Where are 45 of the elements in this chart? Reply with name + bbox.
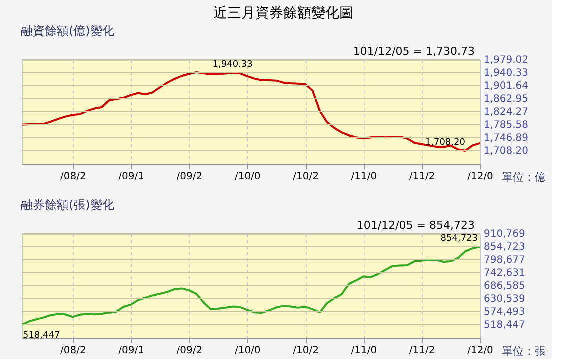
- y-tick-label: 798,677: [484, 255, 526, 266]
- y-tick-label: 574,493: [484, 307, 526, 318]
- line-series: [21, 246, 481, 326]
- y-tick-label: 742,631: [484, 268, 526, 279]
- annotation: 1,708.20: [425, 138, 466, 148]
- x-tick-label: /10/0: [234, 172, 261, 182]
- x-tick-label: /10/0: [234, 346, 261, 356]
- y-tick-label: 1,979.02: [484, 55, 529, 66]
- y-tick-label: 686,585: [484, 281, 526, 292]
- x-tick-label: /09/1: [118, 346, 144, 356]
- x-tick-label: /09/2: [176, 346, 203, 356]
- x-tick-label: /11/0: [351, 346, 378, 356]
- x-tick-label: /12/0: [468, 172, 494, 182]
- text: 單位：億: [502, 171, 546, 184]
- x-tick-label: /09/2: [176, 172, 203, 182]
- text: 101/12/05 = 854,723: [356, 219, 475, 232]
- chart-subtitle: 融資餘額(億)變化: [21, 24, 114, 38]
- text: 101/12/05 = 1,730.73: [353, 45, 475, 58]
- x-tick-label: /10/2: [293, 346, 319, 356]
- x-tick-label: /10/2: [293, 172, 319, 182]
- y-tick-label: 1,824.27: [484, 107, 529, 118]
- x-tick-label: /11/2: [409, 172, 436, 182]
- y-tick-label: 1,901.64: [484, 81, 529, 92]
- y-tick-label: 1,785.58: [484, 120, 529, 131]
- chart-subtitle: 融券餘額(張)變化: [21, 198, 114, 212]
- y-tick-label: 1,940.33: [484, 68, 529, 79]
- x-tick-label: /12/0: [468, 346, 494, 356]
- x-tick-label: /11/0: [351, 172, 378, 182]
- y-tick-label: 1,862.95: [484, 94, 529, 105]
- annotation: 518,447: [23, 331, 60, 341]
- y-tick-label: 1,746.89: [484, 133, 529, 144]
- annotation: 854,723: [440, 234, 478, 244]
- y-tick-label: 854,723: [484, 242, 526, 253]
- x-tick-label: /08/2: [60, 172, 86, 182]
- text: 單位：張: [502, 345, 546, 358]
- x-tick-label: /11/2: [409, 346, 436, 356]
- y-tick-label: 1,708.20: [484, 146, 529, 157]
- x-tick-label: /09/1: [118, 172, 144, 182]
- y-tick-label: 518,447: [484, 320, 526, 331]
- annotation: 1,940.33: [212, 60, 253, 70]
- line-series: [21, 71, 481, 152]
- chart-title: 近三月資券餘額變化圖: [214, 6, 354, 22]
- y-tick-label: 910,769: [484, 229, 526, 240]
- x-tick-label: /08/2: [60, 346, 86, 356]
- y-tick-label: 630,539: [484, 294, 526, 305]
